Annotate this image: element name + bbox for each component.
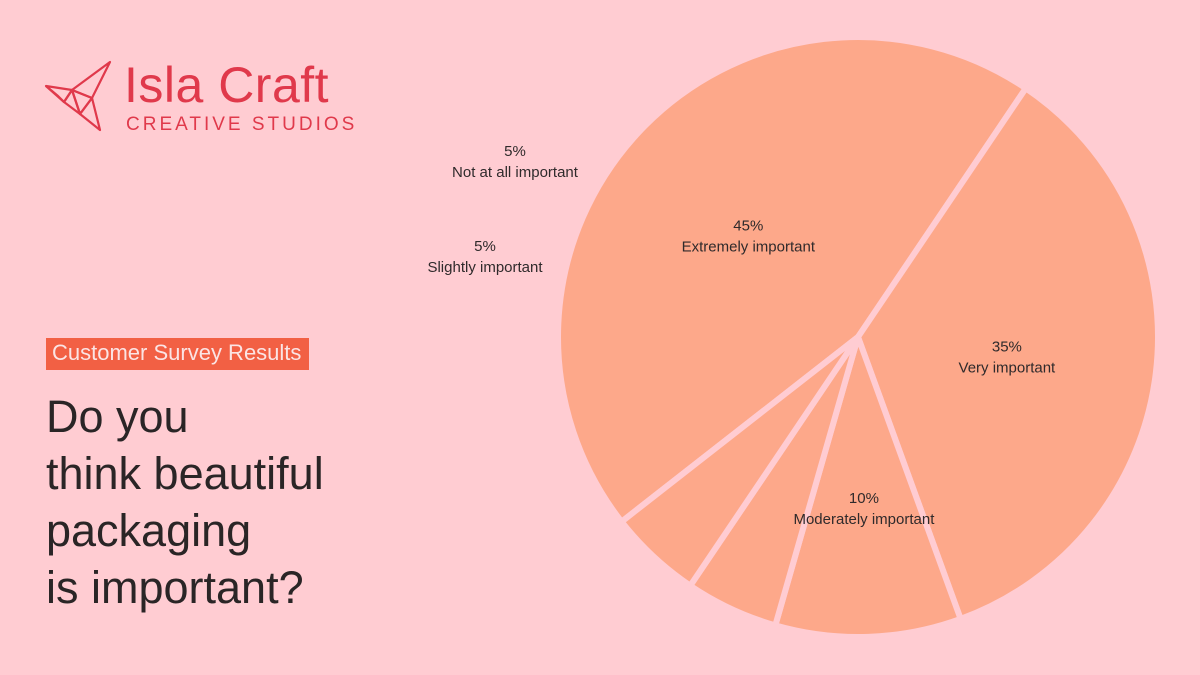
slice-category-label: Not at all important (452, 164, 579, 181)
question-line: Do you (46, 391, 189, 442)
slice-category-label: Slightly important (427, 259, 543, 276)
slice-category-label: Extremely important (682, 239, 816, 256)
pie-slice (855, 85, 1161, 622)
pie-slice (618, 334, 861, 589)
slice-value-label: 10% (849, 490, 879, 507)
brand-name: Isla Craft (124, 57, 330, 113)
pie-slice (772, 334, 964, 640)
origami-bird-icon (44, 60, 112, 132)
survey-badge: Customer Survey Results (46, 338, 310, 370)
question-line: think beautiful (46, 448, 324, 499)
survey-question: Do you think beautiful packaging is impo… (46, 388, 426, 616)
slice-value-label: 5% (474, 238, 496, 255)
slice-category-label: Very important (959, 359, 1057, 376)
slice-value-label: 5% (504, 143, 526, 160)
slice-category-label: Moderately important (793, 511, 935, 528)
slice-value-label: 45% (733, 218, 763, 235)
question-line: is important? (46, 562, 304, 613)
slice-value-label: 35% (992, 338, 1022, 355)
question-line: packaging (46, 505, 252, 556)
pie-labels: 45% Extremely important 35% Very important 1… (427, 143, 1056, 528)
pie-slices (555, 34, 1161, 640)
brand-tagline: CREATIVE STUDIOS (126, 114, 358, 135)
pie-slice (555, 34, 1029, 525)
brand-logo: Isla Craft CREATIVE STUDIOS (44, 57, 364, 138)
